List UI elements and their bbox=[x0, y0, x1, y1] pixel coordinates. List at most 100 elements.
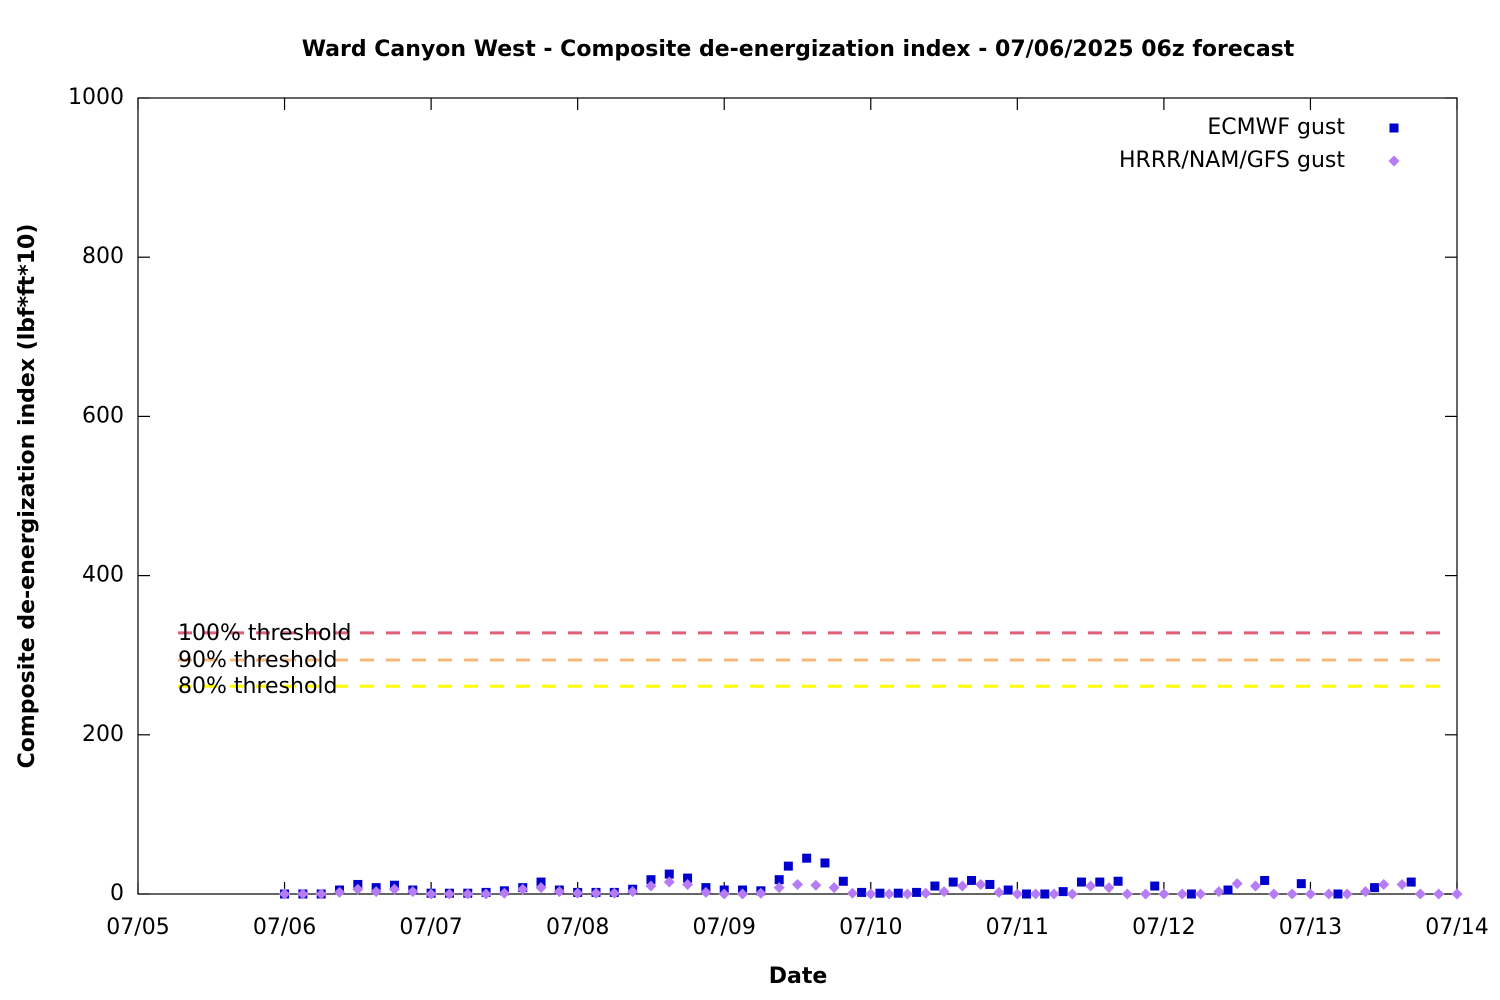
data-point bbox=[912, 887, 922, 897]
data-point bbox=[985, 879, 995, 889]
legend-label: ECMWF gust bbox=[1207, 115, 1345, 140]
data-point bbox=[1333, 889, 1343, 899]
data-point bbox=[1066, 888, 1078, 900]
data-point bbox=[407, 886, 419, 898]
data-point bbox=[480, 888, 492, 900]
data-point bbox=[893, 888, 903, 898]
data-point bbox=[334, 886, 346, 898]
data-point bbox=[1451, 888, 1463, 900]
data-point bbox=[443, 888, 455, 900]
threshold-label: 90% threshold bbox=[178, 648, 338, 673]
data-point bbox=[1359, 886, 1371, 898]
threshold-label: 100% threshold bbox=[178, 621, 352, 646]
x-tick-label: 07/07 bbox=[399, 915, 462, 940]
data-point bbox=[956, 880, 968, 892]
legend-marker bbox=[1389, 123, 1399, 133]
data-point bbox=[783, 861, 793, 871]
data-point bbox=[930, 881, 940, 891]
x-tick-label: 07/05 bbox=[106, 915, 169, 940]
data-point bbox=[1011, 888, 1023, 900]
data-point bbox=[1268, 888, 1280, 900]
data-point bbox=[1140, 888, 1152, 900]
data-point bbox=[425, 888, 437, 900]
data-point bbox=[865, 888, 877, 900]
x-tick-label: 07/13 bbox=[1279, 915, 1342, 940]
y-tick-label: 800 bbox=[82, 244, 124, 269]
data-point bbox=[967, 875, 977, 885]
data-point bbox=[1186, 889, 1196, 899]
y-tick-label: 1000 bbox=[68, 85, 124, 110]
data-point bbox=[1121, 888, 1133, 900]
data-point bbox=[1195, 888, 1207, 900]
data-point bbox=[535, 882, 547, 894]
x-tick-label: 07/14 bbox=[1425, 915, 1488, 940]
data-point bbox=[1150, 881, 1160, 891]
data-point bbox=[920, 887, 932, 899]
y-tick-label: 0 bbox=[110, 881, 124, 906]
data-point bbox=[718, 888, 730, 900]
threshold-label: 80% threshold bbox=[178, 674, 338, 699]
data-point bbox=[755, 887, 767, 899]
data-point bbox=[938, 886, 950, 898]
chart-title: Ward Canyon West - Composite de-energiza… bbox=[302, 37, 1295, 62]
data-point bbox=[700, 886, 712, 898]
data-point bbox=[774, 875, 784, 885]
x-tick-label: 07/09 bbox=[693, 915, 756, 940]
data-point bbox=[517, 883, 529, 895]
data-point bbox=[388, 883, 400, 895]
data-point bbox=[875, 888, 885, 898]
data-point bbox=[663, 876, 675, 888]
data-point bbox=[279, 888, 291, 900]
data-point bbox=[572, 887, 584, 899]
data-point bbox=[993, 886, 1005, 898]
data-point bbox=[682, 878, 694, 890]
data-point bbox=[1396, 878, 1408, 890]
data-point bbox=[1341, 888, 1353, 900]
data-point bbox=[1296, 879, 1306, 889]
data-point bbox=[1260, 875, 1270, 885]
data-point bbox=[1414, 888, 1426, 900]
plot-frame bbox=[137, 97, 1458, 895]
data-point bbox=[498, 887, 510, 899]
data-point bbox=[1323, 888, 1335, 900]
legend-label: HRRR/NAM/GFS gust bbox=[1119, 148, 1345, 173]
data-point bbox=[1040, 889, 1050, 899]
data-point bbox=[1406, 877, 1416, 887]
data-point bbox=[820, 858, 830, 868]
data-point bbox=[1378, 878, 1390, 890]
legend-marker bbox=[1388, 155, 1400, 167]
data-point bbox=[737, 888, 749, 900]
data-point bbox=[645, 880, 657, 892]
data-point bbox=[462, 888, 474, 900]
x-axis-label: Date bbox=[769, 964, 828, 989]
y-tick-label: 600 bbox=[82, 403, 124, 428]
data-point bbox=[1076, 877, 1086, 887]
data-point bbox=[1030, 888, 1042, 900]
x-tick-label: 07/10 bbox=[839, 915, 902, 940]
data-point bbox=[802, 853, 812, 863]
y-axis-label: Composite de-energization index (lbf*ft*… bbox=[15, 224, 40, 769]
data-point bbox=[646, 875, 656, 885]
data-point bbox=[1231, 878, 1243, 890]
data-point bbox=[792, 878, 803, 890]
data-point bbox=[590, 887, 602, 899]
data-point bbox=[773, 882, 785, 894]
data-point bbox=[1048, 888, 1060, 900]
data-point bbox=[1223, 885, 1233, 895]
data-point bbox=[1113, 876, 1123, 886]
data-point bbox=[1286, 888, 1298, 900]
x-tick-label: 07/08 bbox=[546, 915, 609, 940]
data-point bbox=[370, 886, 382, 898]
data-point bbox=[810, 879, 822, 891]
data-point bbox=[627, 886, 639, 898]
data-point bbox=[1213, 886, 1225, 898]
data-point bbox=[1304, 888, 1316, 900]
data-point bbox=[1158, 888, 1170, 900]
data-point bbox=[857, 887, 867, 897]
data-point bbox=[553, 886, 565, 898]
data-point bbox=[846, 887, 858, 899]
data-point bbox=[536, 877, 546, 887]
data-point bbox=[683, 873, 693, 883]
data-point bbox=[1433, 888, 1445, 900]
